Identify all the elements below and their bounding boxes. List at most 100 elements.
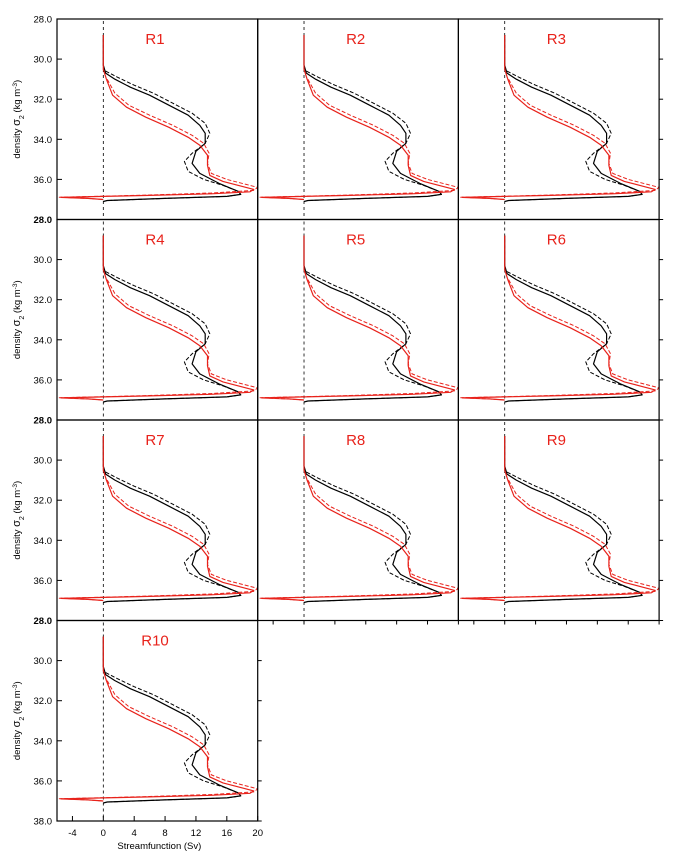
series-line-black-solid [303, 35, 442, 203]
series-line-black-dashed [506, 271, 643, 402]
series-line-black-solid [504, 235, 643, 403]
panel-frame [257, 419, 460, 622]
series-line-black-solid [102, 235, 242, 403]
series-line-red-dashed [460, 78, 660, 200]
series-line-black-dashed [506, 471, 643, 602]
series-line-red-solid [461, 35, 656, 201]
series-line-black-dashed [306, 70, 442, 201]
series-line-red-solid [261, 35, 456, 201]
x-tick-label: -4 [68, 828, 76, 839]
panel-r10: R10 28.0 30.0 32.0 34.0 36.0 38.0 density σ2 (k… [11, 616, 263, 852]
y-tick-label: 32.0 [34, 496, 53, 507]
panel-title: R1 [145, 31, 164, 48]
series-line-black-dashed [306, 471, 442, 602]
series-line-red-dashed [259, 78, 459, 200]
x-tick-label: 4 [132, 828, 137, 839]
y-axis-title: density σ2 (kg m-3) [11, 681, 26, 760]
series-line-black-solid [102, 636, 242, 804]
panel-title: R10 [141, 633, 169, 650]
panel-frame [56, 419, 259, 622]
panel-r3: R3 [457, 18, 664, 221]
series-line-black-dashed [306, 271, 442, 402]
panel-r9: R9 [457, 419, 664, 622]
y-tick-label: 32.0 [34, 295, 53, 306]
series-line-red-solid [60, 436, 255, 602]
panel-r1: R1 28.0 30.0 32.0 34.0 36.0 density σ2 (kg m-3… [11, 15, 259, 221]
y-tick-label: 36.0 [34, 576, 53, 587]
series-line-red-solid [461, 436, 656, 602]
series-line-red-dashed [58, 680, 259, 802]
series-line-black-solid [303, 436, 442, 604]
y-tick-label: 36.0 [34, 175, 53, 186]
y-tick-label: 34.0 [34, 335, 53, 346]
panel-frame [56, 18, 259, 221]
x-tick-label: 12 [191, 828, 202, 839]
series-line-black-dashed [105, 70, 242, 201]
panel-title: R7 [145, 432, 164, 449]
panel-r6: R6 [457, 218, 664, 421]
panel-r4: R4 28.0 30.0 32.0 34.0 36.0 density σ2 (kg m-3… [11, 215, 259, 421]
panel-r8: R8 [257, 419, 460, 622]
y-tick-label: 30.0 [34, 55, 53, 66]
panel-title: R6 [547, 232, 566, 249]
y-axis-title: density σ2 (kg m-3) [11, 80, 26, 159]
series-line-red-solid [461, 235, 656, 401]
panel-r7: R7 28.0 30.0 32.0 34.0 36.0 density σ2 (kg m-3… [11, 416, 259, 622]
x-tick-label: 20 [252, 828, 263, 839]
series-line-black-dashed [506, 70, 643, 201]
x-tick-label: 8 [162, 828, 167, 839]
y-tick-label: 38.0 [34, 817, 53, 828]
y-tick-label: 36.0 [34, 375, 53, 386]
series-line-red-dashed [259, 479, 459, 601]
panel-frame [257, 218, 460, 421]
panel-title: R2 [346, 31, 365, 48]
y-tick-label: 34.0 [34, 135, 53, 146]
y-tick-label: 36.0 [34, 776, 53, 787]
x-axis-title: Streamfunction (Sv) [117, 841, 201, 852]
x-tick-label: 16 [222, 828, 233, 839]
series-line-red-dashed [58, 279, 259, 401]
series-line-black-solid [102, 436, 242, 604]
panel-title: R9 [547, 432, 566, 449]
series-line-black-solid [303, 235, 442, 403]
panel-frame [457, 18, 660, 221]
y-axis-title: density σ2 (kg m-3) [11, 481, 26, 560]
series-line-black-dashed [105, 471, 242, 602]
y-tick-label: 30.0 [34, 255, 53, 266]
y-tick-label: 30.0 [34, 456, 53, 467]
series-line-red-dashed [460, 279, 660, 401]
panel-title: R8 [346, 432, 365, 449]
panel-title: R3 [547, 31, 566, 48]
panel-r5: R5 [257, 218, 460, 421]
panel-frame [457, 218, 660, 421]
y-tick-label: 32.0 [34, 95, 53, 106]
series-line-red-solid [60, 235, 255, 401]
y-tick-label: 28.0 [34, 215, 53, 226]
series-line-red-solid [60, 35, 255, 201]
series-line-red-solid [261, 235, 456, 401]
panel-frame [56, 619, 259, 822]
y-tick-label: 30.0 [34, 656, 53, 667]
series-line-red-dashed [58, 78, 259, 200]
series-line-black-dashed [105, 672, 242, 803]
series-line-black-solid [504, 35, 643, 203]
series-line-black-solid [102, 35, 242, 203]
y-tick-label: 34.0 [34, 736, 53, 747]
series-line-red-solid [261, 436, 456, 602]
series-line-black-solid [504, 436, 643, 604]
panel-frame [457, 419, 660, 622]
panel-title: R4 [145, 232, 164, 249]
y-tick-label: 28.0 [34, 416, 53, 427]
y-axis-title: density σ2 (kg m-3) [11, 280, 26, 359]
x-tick-label: 0 [101, 828, 106, 839]
panel-frame [257, 18, 460, 221]
series-line-red-dashed [460, 479, 660, 601]
series-line-black-dashed [105, 271, 242, 402]
y-tick-label: 28.0 [34, 15, 53, 26]
series-line-red-solid [60, 636, 255, 802]
panel-title: R5 [346, 232, 365, 249]
panel-frame [56, 218, 259, 421]
series-line-red-dashed [58, 479, 259, 601]
panel-r2: R2 [257, 18, 460, 221]
